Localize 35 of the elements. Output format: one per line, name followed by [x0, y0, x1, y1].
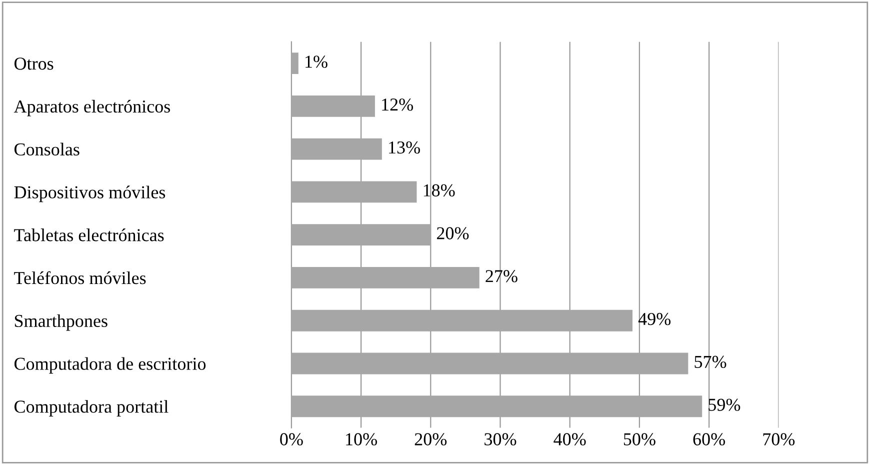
x-tick-label: 50% — [624, 433, 656, 446]
bar — [291, 52, 298, 74]
data-label: 59% — [708, 398, 740, 411]
bar — [291, 352, 688, 374]
bar — [291, 95, 375, 117]
bar — [291, 310, 632, 332]
data-label: 13% — [389, 141, 420, 154]
data-label: 1% — [306, 56, 328, 68]
x-tick-label: 10% — [346, 433, 377, 446]
y-tick-label: Smarthpones — [14, 314, 108, 331]
data-label: 12% — [382, 98, 414, 111]
y-tick-label: Computadora portatil — [14, 400, 168, 416]
x-tick-label: 70% — [763, 433, 795, 446]
x-tick-label: 0% — [280, 433, 303, 446]
x-tick-label: 30% — [484, 433, 516, 446]
x-tick-label: 40% — [554, 433, 586, 446]
x-tick-label: 20% — [414, 433, 447, 446]
data-label: 27% — [486, 270, 518, 282]
y-tick-label: Teléfonos móviles — [14, 271, 146, 284]
y-tick-label: Consolas — [14, 142, 80, 156]
bar — [291, 138, 382, 160]
bar — [291, 266, 480, 288]
bar — [291, 396, 702, 418]
y-tick-label: Otros — [14, 58, 54, 70]
y-tick-label: Dispositivos móviles — [14, 186, 166, 202]
data-label: 57% — [694, 356, 726, 368]
data-label: 49% — [638, 312, 671, 326]
bar — [291, 224, 431, 246]
y-tick-label: Aparatos electrónicos — [14, 100, 170, 116]
data-label: 18% — [424, 184, 455, 197]
x-tick-label: 60% — [693, 433, 725, 446]
data-label: 20% — [437, 227, 469, 240]
y-tick-label: Computadora de escritorio — [14, 357, 206, 374]
bar — [291, 181, 417, 203]
y-tick-label: Tabletas electrónicas — [14, 228, 164, 242]
